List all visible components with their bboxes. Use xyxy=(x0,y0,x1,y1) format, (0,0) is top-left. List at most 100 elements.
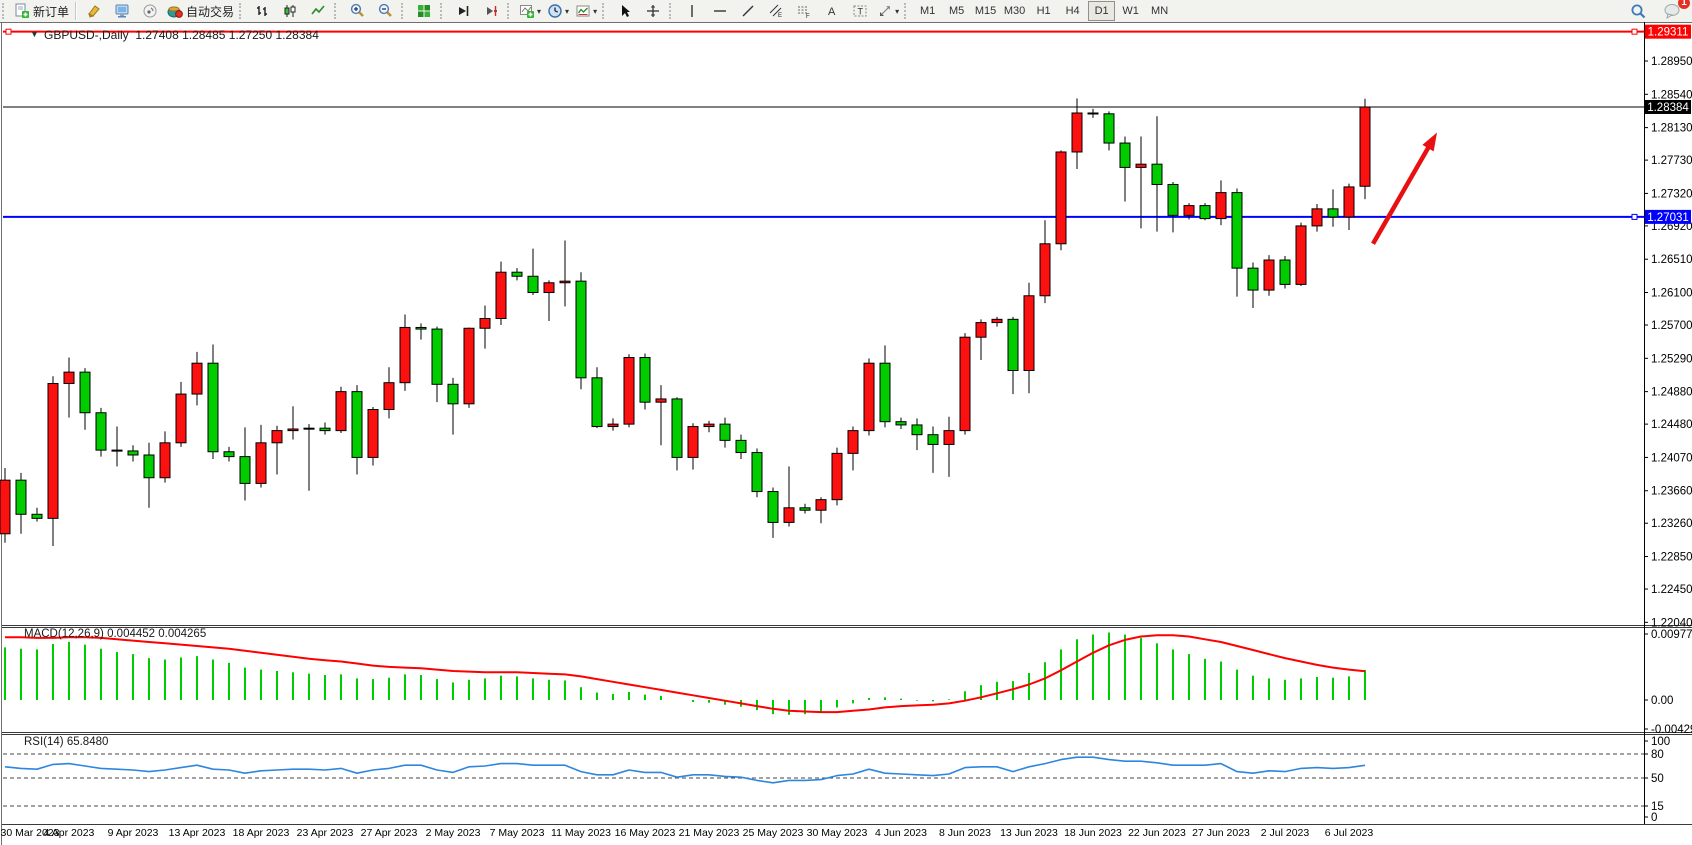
timeframe-d1-button[interactable]: D1 xyxy=(1088,1,1116,21)
price-axis-label: 1.28540 xyxy=(1651,89,1692,101)
chart-ohlc-values: 1.27408 1.28485 1.27250 1.28384 xyxy=(135,28,319,42)
chart-background xyxy=(0,22,1692,845)
trend-arrow[interactable] xyxy=(1371,132,1437,245)
trendline-button[interactable] xyxy=(734,0,762,22)
chart-shift-button[interactable] xyxy=(477,0,505,22)
timeframe-mn-button[interactable]: MN xyxy=(1151,5,1169,17)
candle xyxy=(1167,183,1179,216)
fibonacci-button[interactable]: F xyxy=(790,0,818,22)
tile-windows-button[interactable] xyxy=(410,0,438,22)
templates-button[interactable]: ▾ xyxy=(572,0,600,22)
chart-shift-icon xyxy=(483,3,499,19)
price-axis-label: 1.26920 xyxy=(1651,221,1692,233)
text-icon: A xyxy=(824,3,840,19)
rsi-axis-label: 50 xyxy=(1651,773,1664,785)
candle xyxy=(1343,186,1355,218)
toolbar-grip xyxy=(2,3,9,19)
timeframe-m30-button[interactable]: M30 xyxy=(1003,5,1026,17)
crosshair-button[interactable] xyxy=(639,0,667,22)
bar-chart-button[interactable] xyxy=(248,0,276,22)
rsi-line xyxy=(4,756,1366,784)
candle xyxy=(15,479,27,515)
candle xyxy=(511,271,523,277)
text-button[interactable]: A xyxy=(818,0,846,22)
candle xyxy=(1231,192,1243,269)
timeframe-m5-button[interactable]: M5 xyxy=(948,5,965,17)
candle xyxy=(831,452,843,501)
timeframe-m15-button[interactable]: M15 xyxy=(974,5,997,17)
chart-window[interactable]: 1.28950 1.28540 1.28130 1.27730 1.27320 1.269… xyxy=(0,22,1692,845)
auto-scroll-button[interactable] xyxy=(449,0,477,22)
date-axis-label: 21 May 2023 xyxy=(679,827,740,839)
horizontal-line-button[interactable] xyxy=(706,0,734,22)
candle xyxy=(911,424,923,436)
indicators-button[interactable]: ▾ xyxy=(516,0,544,22)
candle xyxy=(559,280,571,284)
svg-text:T: T xyxy=(858,7,864,17)
rsi-axis-label: 15 xyxy=(1651,801,1664,813)
zoom-in-button[interactable] xyxy=(343,0,371,22)
arrows-button[interactable]: ▾ xyxy=(874,0,902,22)
candle xyxy=(1087,112,1099,115)
notifications-button[interactable]: 1 xyxy=(1658,0,1690,22)
price-badge-bg xyxy=(1645,209,1691,224)
candle xyxy=(367,408,379,458)
price-badge: 1.27031 xyxy=(1645,209,1691,224)
rsi-indicator-label: RSI(14) 65.8480 xyxy=(24,736,109,748)
trend-arrow-shaft[interactable] xyxy=(1371,143,1432,245)
date-axis-label: 4 Jun 2023 xyxy=(875,827,927,839)
price-badge-bg xyxy=(1645,24,1691,39)
clock-icon xyxy=(547,3,563,19)
timeframe-h4-button[interactable]: H4 xyxy=(1065,5,1080,17)
cursor-button[interactable] xyxy=(611,0,639,22)
periods-button[interactable]: ▾ xyxy=(544,0,572,22)
candle xyxy=(399,326,411,384)
timeframe-h1-button[interactable]: H1 xyxy=(1036,5,1051,17)
indicators-icon xyxy=(519,3,535,19)
terminal-icon xyxy=(114,3,130,19)
price-axis-label: 1.24070 xyxy=(1651,452,1692,464)
hline-anchor-marker[interactable] xyxy=(5,28,12,35)
timeframe-m1-button[interactable]: M1 xyxy=(919,5,936,17)
line-chart-button[interactable] xyxy=(304,0,332,22)
chart-canvas[interactable]: 1.28950 1.28540 1.28130 1.27730 1.27320 1.269… xyxy=(0,22,1692,845)
candle xyxy=(63,371,75,385)
price-axis-label: 1.22850 xyxy=(1651,552,1692,564)
new-order-button[interactable]: 新订单 xyxy=(11,0,72,22)
candle xyxy=(1215,192,1227,220)
date-axis-label: 18 Apr 2023 xyxy=(233,827,290,839)
auto-scroll-icon xyxy=(455,3,471,19)
vertical-line-button[interactable] xyxy=(678,0,706,22)
hline-anchor-marker[interactable] xyxy=(1631,213,1638,220)
text-label-button[interactable]: T xyxy=(846,0,874,22)
candle xyxy=(1151,163,1163,185)
candle xyxy=(623,357,635,425)
candle xyxy=(1263,259,1275,291)
trend-arrow-head[interactable] xyxy=(1422,132,1437,152)
metaeditor-button[interactable] xyxy=(80,0,108,22)
search-button[interactable] xyxy=(1624,0,1652,22)
gold-tool-icon xyxy=(86,3,102,19)
autotrading-button[interactable]: 自动交易 xyxy=(164,0,237,22)
signal-button[interactable] xyxy=(136,0,164,22)
equidistant-channel-icon: E xyxy=(768,3,784,19)
candle xyxy=(479,318,491,329)
one-click-trading-arrow-icon[interactable]: ▼ xyxy=(30,29,39,39)
candle xyxy=(1311,208,1323,227)
chart-title: GBPUSD-,Daily 1.27408 1.28485 1.27250 1.… xyxy=(44,28,319,42)
date-axis-label: 7 May 2023 xyxy=(490,827,545,839)
candle xyxy=(447,383,459,405)
equidistant-channel-button[interactable]: E xyxy=(762,0,790,22)
candles-layer xyxy=(0,98,1371,546)
terminal-button[interactable] xyxy=(108,0,136,22)
signal-icon xyxy=(142,3,158,19)
hline-anchor-marker[interactable] xyxy=(1631,28,1638,35)
zoom-in-icon xyxy=(349,3,365,19)
new-order-icon xyxy=(14,3,30,19)
timeframe-w1-button[interactable]: W1 xyxy=(1122,5,1139,17)
candlestick-chart-button[interactable] xyxy=(276,0,304,22)
zoom-out-button[interactable] xyxy=(371,0,399,22)
text-label-icon: T xyxy=(852,3,868,19)
date-axis-label: 27 Apr 2023 xyxy=(361,827,418,839)
